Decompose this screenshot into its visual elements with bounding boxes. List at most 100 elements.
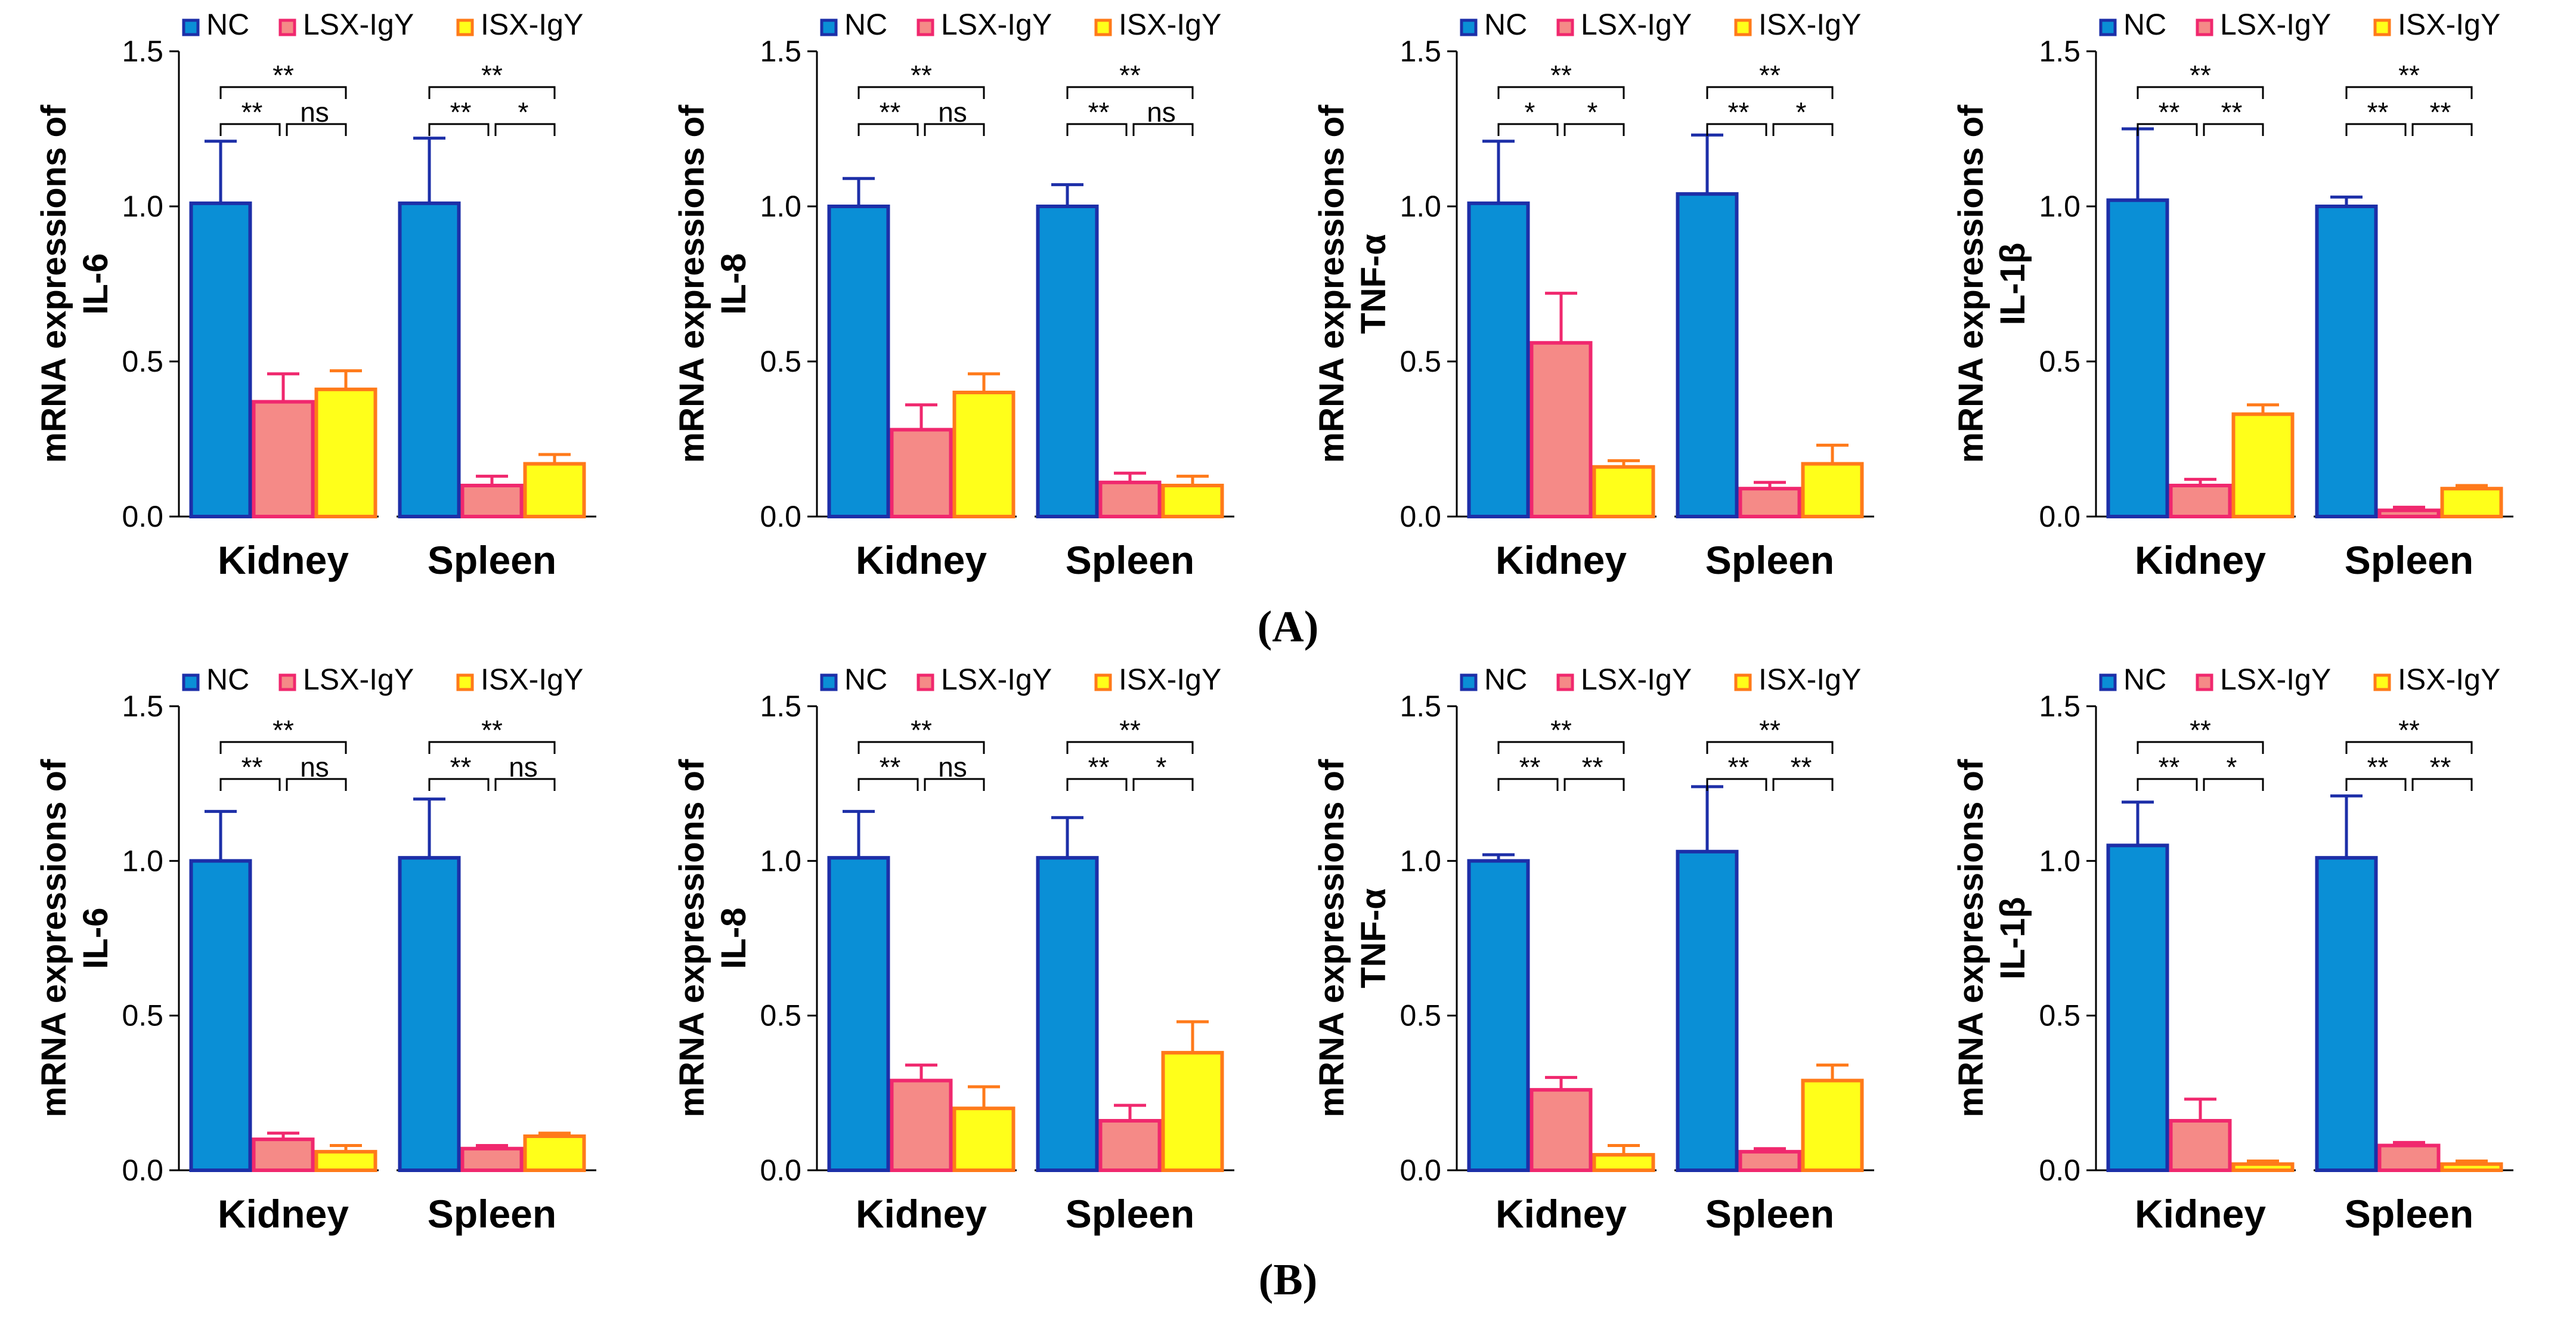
bar-isx-igy-kidney (2231, 1162, 2295, 1173)
y-tick-label: 1.0 (760, 844, 801, 877)
y-tick-label: 1.5 (2039, 35, 2080, 68)
significance-bracket (1497, 86, 1625, 99)
bar-lsx-igy-kidney (2169, 484, 2232, 518)
legend-entry: ISX-IgY (1119, 663, 1221, 696)
significance-label: ** (273, 715, 294, 746)
significance-label: * (1796, 97, 1807, 128)
significance-label: ** (2221, 97, 2243, 128)
y-tick-label: 0.5 (1400, 345, 1441, 378)
significance-bracket (857, 86, 985, 99)
y-tick-label: 1.5 (760, 35, 801, 68)
significance-bracket (857, 123, 919, 136)
y-axis-label: mRNA expressions of IL-8 (673, 759, 753, 1117)
significance-label: ** (1088, 752, 1110, 783)
category-label: Spleen (2345, 538, 2473, 582)
significance-bracket (1066, 123, 1128, 136)
significance-label: ** (242, 97, 263, 128)
y-axis-label: mRNA expressions of TNF-α (1312, 104, 1393, 463)
bar-nc-spleen (1036, 856, 1099, 1172)
bar-nc-kidney (2106, 198, 2169, 519)
significance-label: ** (2367, 97, 2389, 128)
category-label: Spleen (1066, 1192, 1194, 1236)
significance-bracket (1132, 123, 1194, 136)
y-label-line1: mRNA expressions of (1952, 759, 1990, 1117)
significance-bracket (219, 778, 281, 791)
significance-bracket (1706, 123, 1767, 136)
significance-label: * (1587, 97, 1598, 128)
bar-isx-igy-spleen (1161, 1050, 1224, 1172)
significance-bracket (1497, 123, 1559, 136)
y-tick-label: 1.5 (2039, 690, 2080, 723)
y-tick-label: 1.0 (1400, 190, 1441, 223)
bar-isx-igy-spleen (2440, 487, 2503, 519)
significance-label: * (1525, 97, 1535, 128)
chart-panel-1: 0.0 0.5 1.0 1.5 mRNA expressions of IL-6 NC LSX… (35, 8, 596, 582)
significance-bracket (428, 741, 556, 754)
legend-entry: NC (206, 8, 249, 41)
legend-swatch (2099, 18, 2117, 36)
bar-lsx-igy-spleen (1738, 487, 1801, 519)
legend-swatch (182, 673, 200, 691)
legend-swatch (1556, 673, 1574, 691)
significance-label: ** (481, 715, 503, 746)
legend-entry: ISX-IgY (2398, 8, 2500, 41)
y-label-line2: IL-8 (714, 253, 753, 314)
legend-swatch (820, 18, 838, 36)
significance-bracket (2137, 778, 2198, 791)
y-tick-label: 1.0 (2039, 844, 2080, 877)
significance-label: ** (1728, 97, 1750, 128)
significance-label: ns (938, 97, 967, 128)
significance-label: ** (2430, 752, 2451, 783)
bar-nc-spleen (2315, 856, 2378, 1172)
bar-nc-spleen (1036, 205, 1099, 518)
y-tick-label: 0.5 (122, 999, 163, 1032)
y-tick-label: 0.5 (760, 345, 801, 378)
significance-label: ns (300, 97, 329, 128)
significance-label: ** (2398, 715, 2420, 746)
legend-entry: LSX-IgY (2220, 663, 2331, 696)
significance-bracket (924, 778, 985, 791)
significance-bracket (1563, 123, 1625, 136)
significance-bracket (924, 123, 985, 136)
bar-lsx-igy-spleen (2377, 1143, 2441, 1173)
y-tick-label: 0.0 (1400, 1154, 1441, 1187)
y-tick-label: 0.5 (1400, 999, 1441, 1032)
significance-bracket (1066, 86, 1194, 99)
significance-bracket (2137, 741, 2264, 754)
bar-isx-igy-spleen (523, 462, 586, 518)
legend-entry: LSX-IgY (303, 663, 414, 696)
significance-label: ns (938, 752, 967, 783)
significance-bracket (428, 778, 490, 791)
bar-lsx-igy-spleen (1738, 1149, 1801, 1173)
significance-bracket (494, 123, 556, 136)
significance-bracket (1772, 778, 1834, 791)
y-label-line2: IL-6 (76, 253, 115, 314)
bar-nc-spleen (398, 201, 461, 518)
legend-entry: ISX-IgY (1758, 8, 1861, 41)
significance-label: ns (1147, 97, 1176, 128)
y-tick-label: 1.5 (1400, 35, 1441, 68)
significance-bracket (1066, 778, 1128, 791)
bar-nc-spleen (398, 856, 461, 1172)
significance-bracket (2411, 123, 2473, 136)
category-label: Spleen (428, 538, 556, 582)
significance-bracket (286, 778, 347, 791)
y-tick-label: 0.0 (760, 1154, 801, 1187)
y-tick-label: 0.5 (760, 999, 801, 1032)
bar-lsx-igy-spleen (2377, 508, 2441, 518)
category-label: Kidney (1496, 1192, 1627, 1236)
legend-swatch (2373, 673, 2391, 691)
legend-entry: ISX-IgY (2398, 663, 2500, 696)
significance-label: ** (1791, 752, 1812, 783)
chart-panel-3: 0.0 0.5 1.0 1.5 mRNA expressions of TNF-α NC LS… (1312, 8, 1874, 582)
legend-entry: LSX-IgY (1581, 663, 1692, 696)
legend-entry: LSX-IgY (303, 8, 414, 41)
category-label: Kidney (218, 538, 349, 582)
y-label-line2: IL-6 (76, 907, 115, 969)
significance-label: ** (1550, 60, 1572, 91)
chart-panel-7: 0.0 0.5 1.0 1.5 mRNA expressions of TNF-α NC LS… (1312, 663, 1874, 1236)
bar-nc-kidney (189, 201, 252, 518)
legend-entry: LSX-IgY (941, 8, 1052, 41)
significance-bracket (2411, 778, 2473, 791)
y-label-line1: mRNA expressions of (673, 759, 711, 1117)
